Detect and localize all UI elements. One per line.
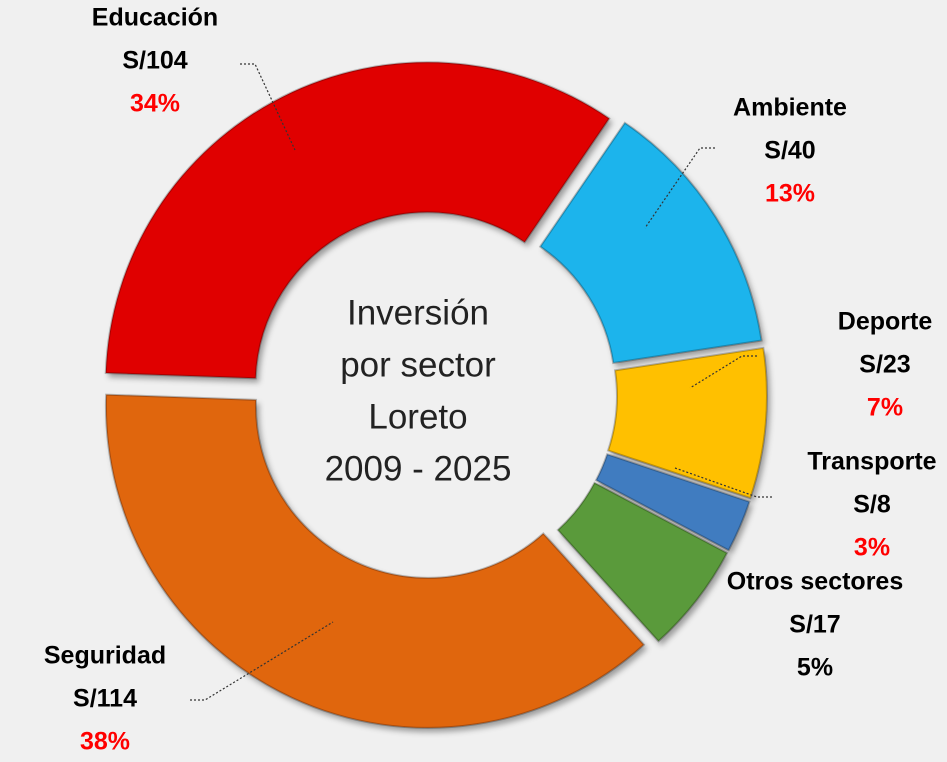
slices [104,61,768,729]
percentage-label: 13% [765,180,815,208]
center-text: Inversión [347,293,489,332]
category-label: Educación [92,4,218,32]
leader-line [689,355,757,389]
category-label: Transporte [807,448,936,476]
leader-line [190,621,334,701]
slice [104,393,646,729]
percentage-label: 38% [80,728,130,756]
center-text: por sector [340,345,496,384]
percentage-label: 7% [867,394,903,422]
category-label: Seguridad [44,642,166,670]
center-text: Loreto [368,397,467,436]
leader-line [674,467,772,498]
percentage-label: 34% [130,90,180,118]
value-label: S/104 [122,47,187,75]
slice [556,481,729,643]
slice [594,452,751,552]
slice [538,121,763,365]
leader-line [240,63,296,151]
category-label: Otros sectores [727,568,903,596]
value-label: S/114 [73,685,137,713]
category-label: Deporte [838,308,933,336]
slice [606,346,768,500]
category-label: Ambiente [733,94,847,122]
value-label: S/40 [764,137,815,165]
value-label: S/8 [853,491,891,519]
center-text: 2009 - 2025 [325,449,512,488]
slice [104,61,611,380]
value-label: S/17 [789,611,840,639]
percentage-label: 3% [854,534,890,562]
leader-line [644,147,715,229]
labels: Inversión por sector Loreto 2009 - 2025 Educ… [44,4,937,756]
percentage-label: 5% [797,654,833,682]
value-label: S/23 [859,351,910,379]
